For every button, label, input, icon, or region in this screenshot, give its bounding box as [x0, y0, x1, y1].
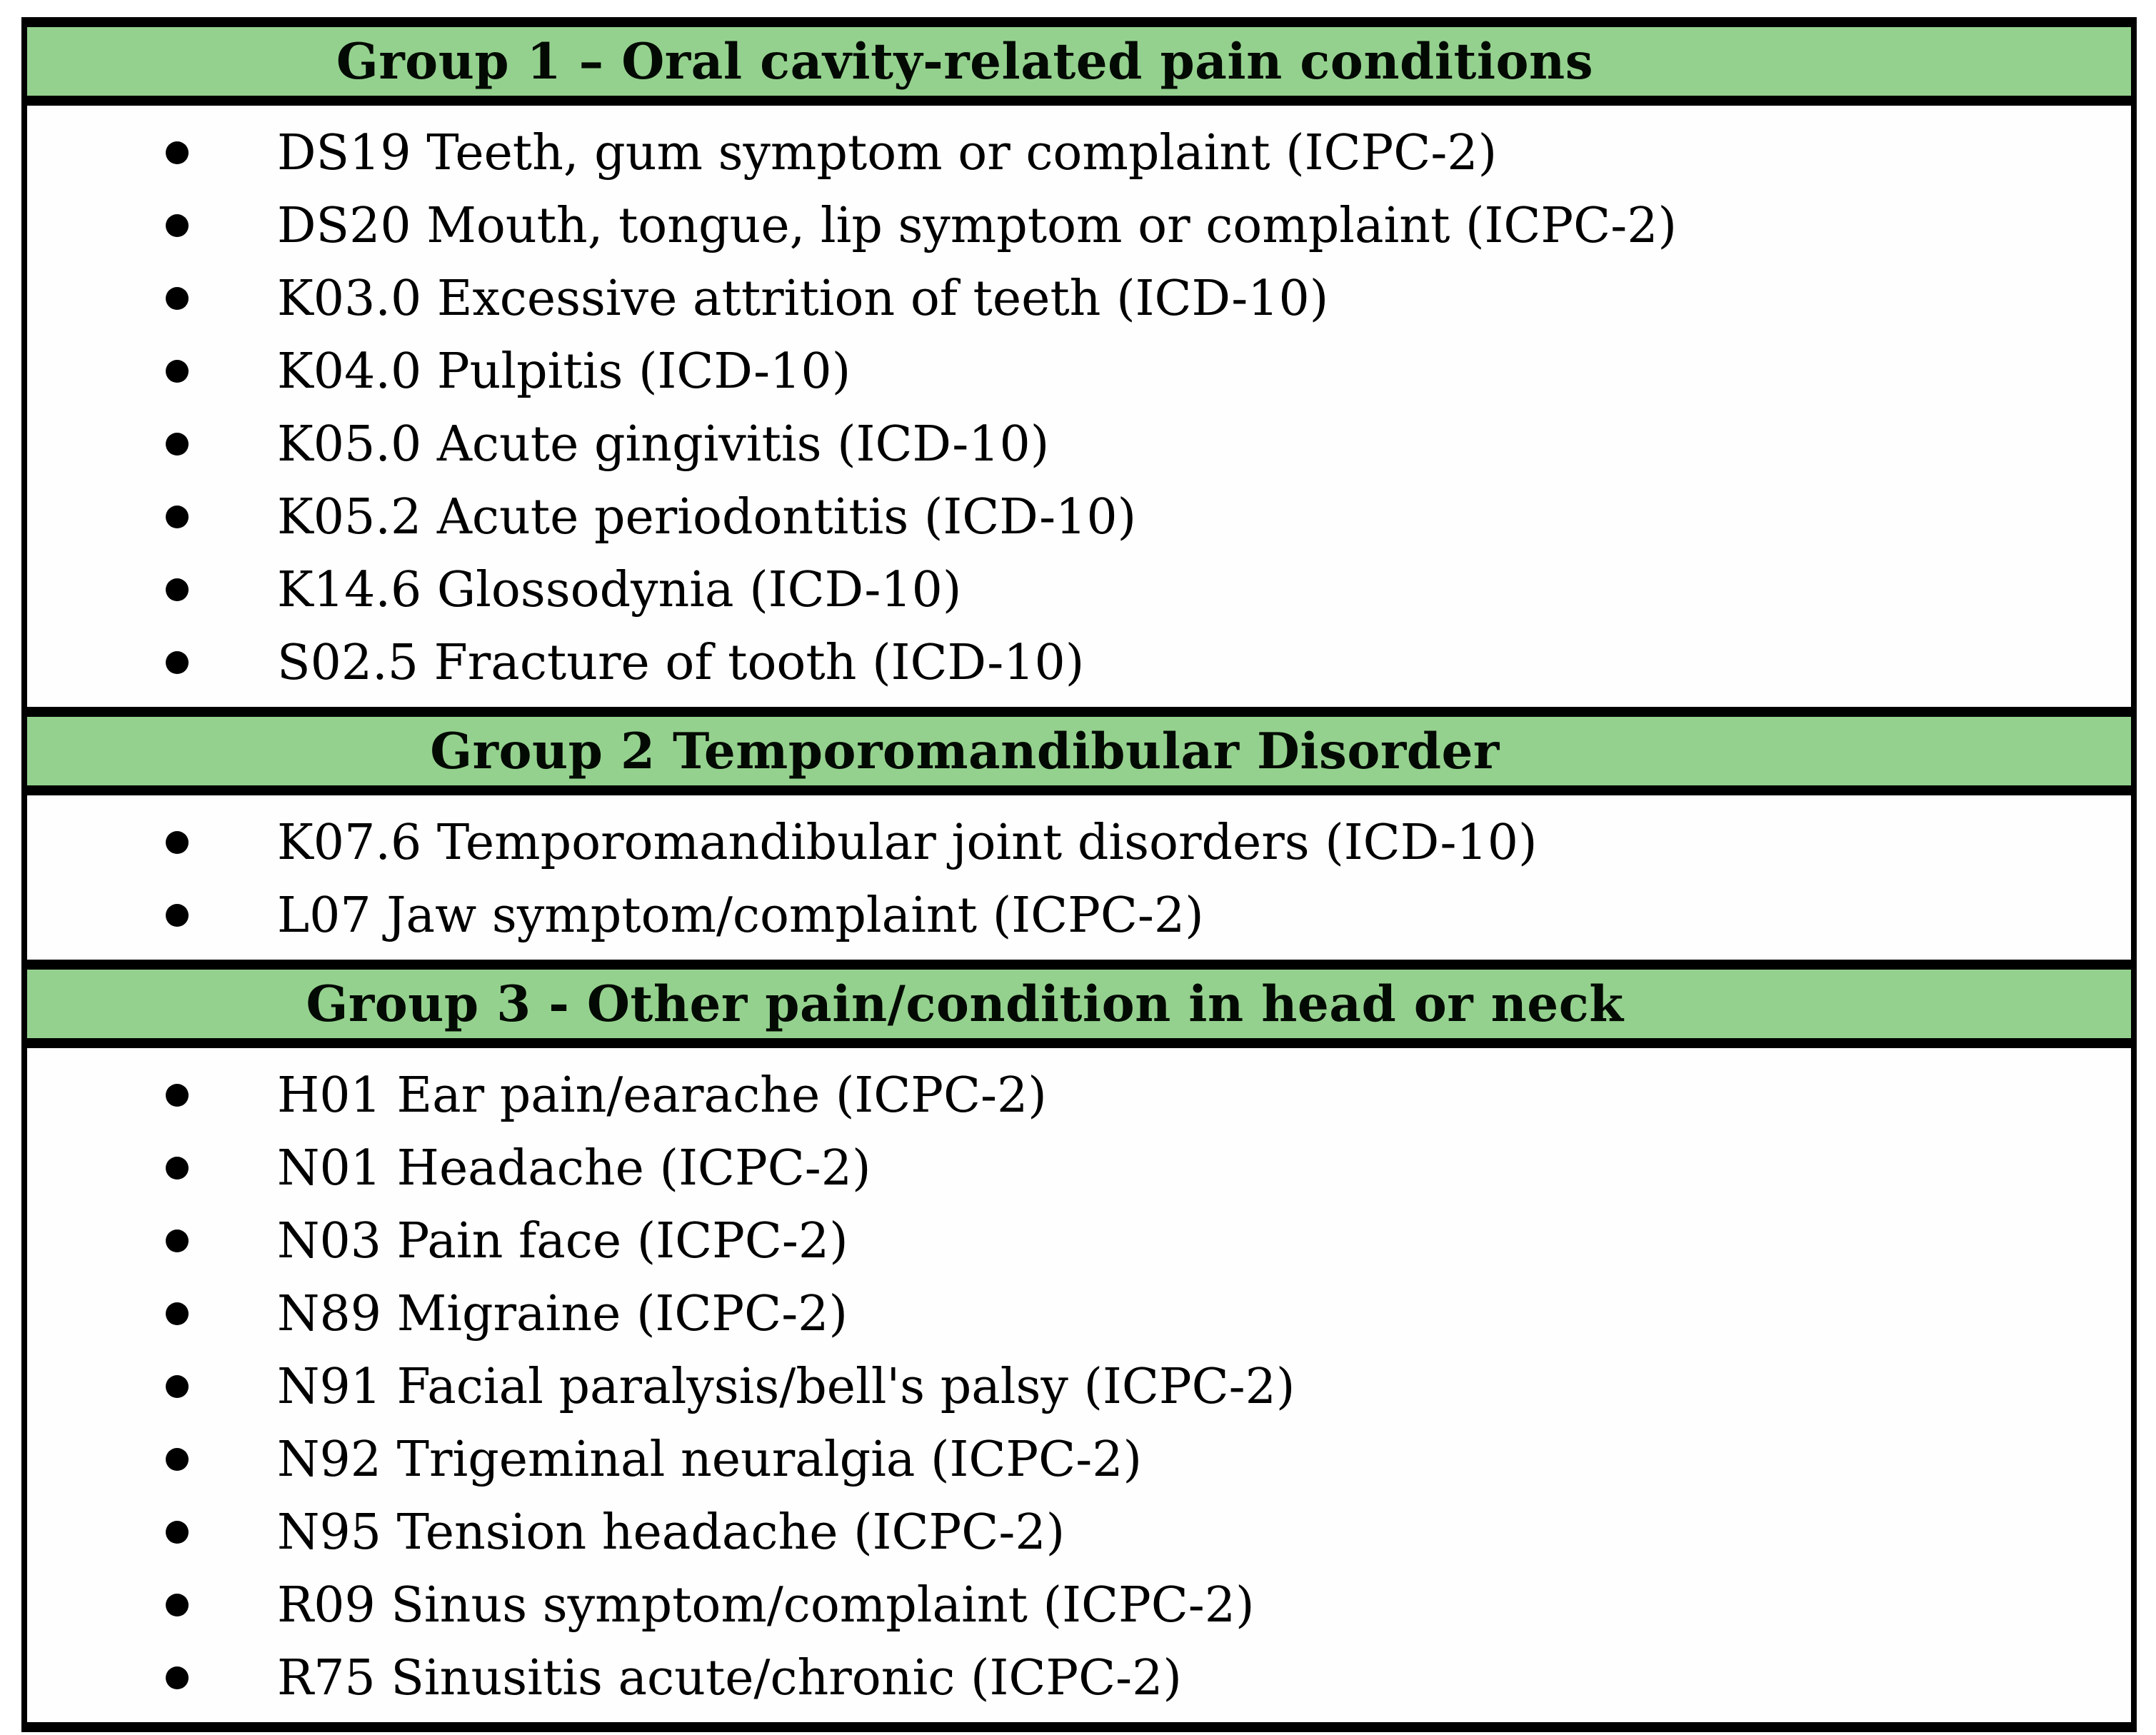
- group-3-title: Group 3 - Other pain/condition in head o…: [306, 975, 1624, 1033]
- condition-label: N92 Trigeminal neuralgia (ICPC-2): [277, 1432, 1142, 1488]
- bullet-icon: [166, 904, 189, 927]
- group-3-list: H01 Ear pain/earache (ICPC-2) N01 Headac…: [27, 1048, 2131, 1722]
- group-1-list: DS19 Teeth, gum symptom or complaint (IC…: [27, 106, 2131, 707]
- condition-label: S02.5 Fracture of tooth (ICD-10): [277, 635, 1085, 691]
- group-3-header: Group 3 - Other pain/condition in head o…: [27, 960, 2131, 1048]
- condition-label: N91 Facial paralysis/bell's palsy (ICPC-…: [277, 1359, 1295, 1415]
- condition-label: H01 Ear pain/earache (ICPC-2): [277, 1067, 1047, 1124]
- list-item: R09 Sinus symptom/complaint (ICPC-2): [27, 1569, 2131, 1642]
- list-item: L07 Jaw symptom/complaint (ICPC-2): [27, 880, 2131, 952]
- list-item: N91 Facial paralysis/bell's palsy (ICPC-…: [27, 1351, 2131, 1424]
- list-item: K04.0 Pulpitis (ICD-10): [27, 336, 2131, 408]
- list-item: R75 Sinusitis acute/chronic (ICPC-2): [27, 1642, 2131, 1715]
- list-item: N03 Pain face (ICPC-2): [27, 1205, 2131, 1278]
- condition-label: R09 Sinus symptom/complaint (ICPC-2): [277, 1577, 1255, 1634]
- list-item: K03.0 Excessive attrition of teeth (ICD-…: [27, 263, 2131, 336]
- bullet-icon: [166, 214, 189, 237]
- condition-label: K05.0 Acute gingivitis (ICD-10): [277, 416, 1050, 473]
- condition-label: K14.6 Glossodynia (ICD-10): [277, 562, 962, 618]
- list-item: N95 Tension headache (ICPC-2): [27, 1497, 2131, 1569]
- list-item: H01 Ear pain/earache (ICPC-2): [27, 1060, 2131, 1132]
- bullet-icon: [166, 578, 189, 601]
- list-item: DS20 Mouth, tongue, lip symptom or compl…: [27, 190, 2131, 263]
- bullet-icon: [166, 831, 189, 854]
- condition-label: N01 Headache (ICPC-2): [277, 1140, 871, 1197]
- bullet-icon: [166, 1521, 189, 1544]
- condition-label: K07.6 Temporomandibular joint disorders …: [277, 815, 1538, 871]
- group-2-header: Group 2 Temporomandibular Disorder: [27, 707, 2131, 795]
- diagnostic-codes-table: Group 1 – Oral cavity-related pain condi…: [21, 17, 2137, 1732]
- bullet-icon: [166, 1084, 189, 1107]
- list-item: N89 Migraine (ICPC-2): [27, 1278, 2131, 1351]
- list-item: N01 Headache (ICPC-2): [27, 1132, 2131, 1205]
- list-item: N92 Trigeminal neuralgia (ICPC-2): [27, 1424, 2131, 1497]
- list-item: K14.6 Glossodynia (ICD-10): [27, 554, 2131, 627]
- group-2-list: K07.6 Temporomandibular joint disorders …: [27, 795, 2131, 960]
- group-2-title: Group 2 Temporomandibular Disorder: [430, 722, 1500, 780]
- condition-label: N95 Tension headache (ICPC-2): [277, 1504, 1066, 1561]
- bullet-icon: [166, 1229, 189, 1252]
- bullet-icon: [166, 651, 189, 674]
- condition-label: N89 Migraine (ICPC-2): [277, 1286, 848, 1342]
- list-item: DS19 Teeth, gum symptom or complaint (IC…: [27, 117, 2131, 190]
- list-item: K05.0 Acute gingivitis (ICD-10): [27, 408, 2131, 481]
- group-1-title: Group 1 – Oral cavity-related pain condi…: [336, 32, 1594, 91]
- condition-label: L07 Jaw symptom/complaint (ICPC-2): [277, 887, 1204, 944]
- bullet-icon: [166, 433, 189, 456]
- bullet-icon: [166, 1375, 189, 1398]
- list-item: K07.6 Temporomandibular joint disorders …: [27, 807, 2131, 880]
- condition-label: K03.0 Excessive attrition of teeth (ICD-…: [277, 271, 1329, 327]
- list-item: K05.2 Acute periodontitis (ICD-10): [27, 481, 2131, 554]
- condition-label: DS20 Mouth, tongue, lip symptom or compl…: [277, 198, 1677, 254]
- condition-label: K05.2 Acute periodontitis (ICD-10): [277, 489, 1137, 545]
- bullet-icon: [166, 141, 189, 164]
- group-1-header: Group 1 – Oral cavity-related pain condi…: [27, 17, 2131, 106]
- bullet-icon: [166, 1448, 189, 1471]
- bullet-icon: [166, 506, 189, 528]
- condition-label: K04.0 Pulpitis (ICD-10): [277, 343, 851, 400]
- condition-label: N03 Pain face (ICPC-2): [277, 1213, 848, 1269]
- bullet-icon: [166, 287, 189, 310]
- bullet-icon: [166, 1666, 189, 1689]
- bullet-icon: [166, 360, 189, 383]
- bullet-icon: [166, 1594, 189, 1616]
- list-item: S02.5 Fracture of tooth (ICD-10): [27, 627, 2131, 700]
- condition-label: DS19 Teeth, gum symptom or complaint (IC…: [277, 125, 1498, 181]
- bullet-icon: [166, 1302, 189, 1325]
- condition-label: R75 Sinusitis acute/chronic (ICPC-2): [277, 1650, 1182, 1706]
- bullet-icon: [166, 1157, 189, 1180]
